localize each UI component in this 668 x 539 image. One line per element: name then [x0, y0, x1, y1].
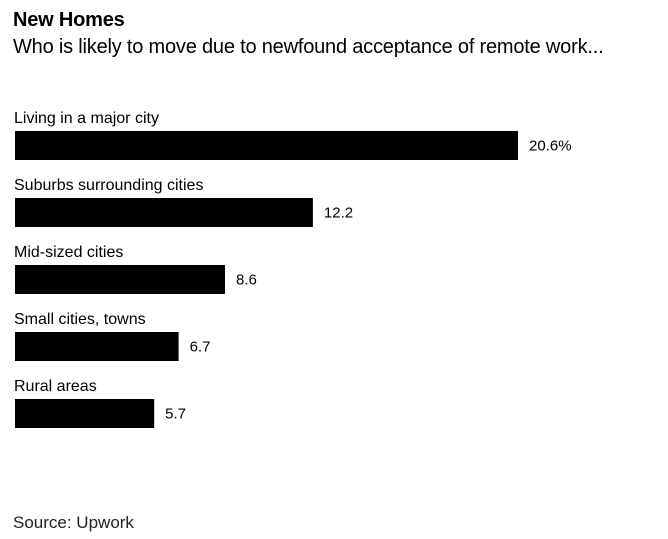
source-note: Source: Upwork — [13, 513, 134, 532]
chart-title: New Homes — [13, 9, 125, 31]
category-label: Living in a major city — [14, 110, 159, 127]
category-label: Mid-sized cities — [14, 244, 123, 261]
chart-subtitle: Who is likely to move due to newfound ac… — [13, 36, 604, 58]
category-label: Small cities, towns — [14, 311, 146, 328]
bar — [15, 265, 225, 294]
bar — [15, 131, 518, 160]
value-label: 6.7 — [190, 339, 211, 356]
bar — [15, 332, 179, 361]
value-label: 8.6 — [236, 272, 257, 289]
value-label: 12.2 — [324, 205, 353, 222]
category-label: Suburbs surrounding cities — [14, 177, 203, 194]
value-label: 5.7 — [165, 406, 186, 423]
value-label: 20.6% — [529, 138, 572, 155]
bar — [15, 399, 155, 428]
bar — [15, 198, 313, 227]
category-label: Rural areas — [14, 378, 97, 395]
bar-chart: Living in a major city 20.6% Suburbs surro… — [14, 110, 572, 428]
